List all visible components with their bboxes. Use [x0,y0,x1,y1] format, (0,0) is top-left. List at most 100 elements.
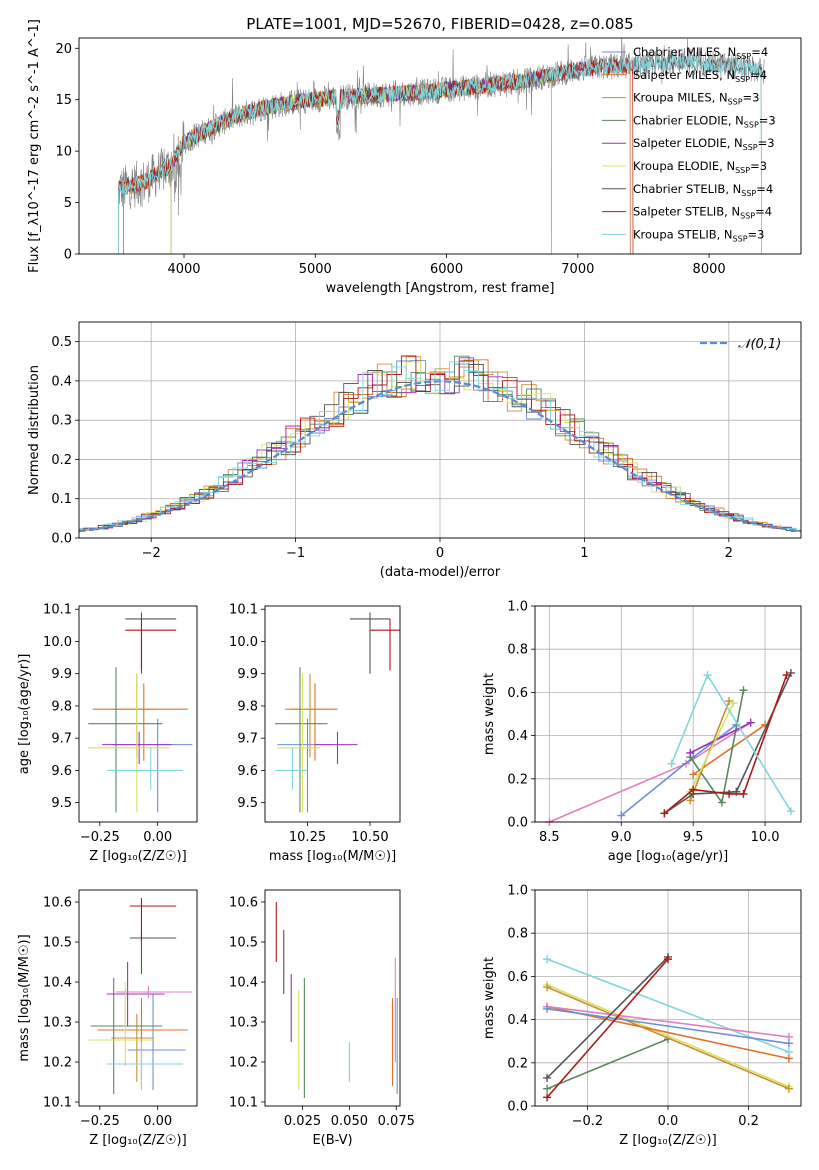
y-tick-label: 10.4 [229,976,258,991]
errorbar-point [129,898,177,942]
legend-entry: Salpeter MILES, NSSP=4 [633,68,767,84]
y-tick-label: 0.4 [507,1013,528,1028]
series-marker [664,955,672,964]
histograms [79,355,801,533]
errorbar-point [125,612,177,674]
errorbar-point [88,982,154,1066]
x-tick-label: 7000 [561,262,594,277]
x-tick-label: 0.2 [738,1114,759,1129]
y-tick-label: 10.3 [229,1016,258,1031]
errorbar-point [111,1014,154,1082]
x-axis-label: age [log₁₀(age/yr)] [608,849,729,864]
y-axis-label: age [log₁₀(age/yr)] [17,654,32,775]
series-line [689,702,735,793]
series-line [689,690,745,805]
series-marker [782,671,791,680]
legend-entry: Kroupa ELODIE, NSSP=3 [633,159,767,175]
y-tick-label: 0 [64,248,72,263]
errorbar-point [315,731,358,764]
errorbar-point [106,962,165,1026]
y-tick-label: 0.0 [51,532,72,547]
y-tick-label: 10.1 [229,1096,258,1111]
errorbar-point [370,618,400,671]
y-tick-label: 0.1 [51,492,72,507]
series-marker [660,809,669,818]
errorbar-point [116,986,193,998]
y-tick-label: 10 [55,145,72,160]
errorbar-point [92,683,188,761]
errorbar-point [275,667,328,813]
series-marker [689,770,698,779]
errorbars [88,612,193,813]
x-tick-label: 0 [436,546,444,561]
x-tick-label: −0.25 [80,1114,120,1129]
series-marker [784,1039,793,1048]
series-marker [667,759,676,768]
y-tick-label: 10.0 [229,635,258,650]
errorbar-point [127,994,186,1090]
x-tick-label: 0.050 [331,1114,368,1129]
series-line [546,958,669,1098]
x-tick-label: 0.00 [143,830,172,845]
axes-frame [534,889,802,1107]
series-marker [739,789,748,798]
y-tick-label: 0.8 [507,643,528,658]
series-marker [739,686,748,695]
series-marker [703,671,712,680]
spectrum-lines [117,38,765,254]
series-marker [725,789,734,798]
legend-entry: Chabrier STELIB, NSSP=4 [633,182,773,198]
y-tick-label: 1.0 [507,884,528,899]
series-marker [725,697,734,706]
series-marker [686,796,695,805]
x-tick-label: 2 [725,546,733,561]
x-tick-label: 0.075 [378,1114,415,1129]
x-tick-label: 6000 [430,262,463,277]
series-marker [543,955,552,964]
x-axis-label: mass [log₁₀(M/M☉)] [269,849,396,864]
axes-frame [78,605,198,823]
series-marker [543,1004,552,1013]
series-line [689,721,752,754]
x-tick-label: 0.025 [284,1114,321,1129]
y-tick-label: 9.5 [237,796,258,811]
panel-spectrum: 4000 5000 6000 7000 8000 0 5 10 15 20 wavelength [… [27,19,802,296]
errorbar-point [277,673,320,813]
series-marker [784,1084,793,1093]
x-axis-label: Z [log₁₀(Z/Z☉)] [619,1133,716,1148]
y-tick-label: 0.2 [507,1056,528,1071]
y-tick-label: 15 [55,93,72,108]
y-tick-label: 10.5 [229,936,258,951]
axes-frame [534,605,802,823]
legend-entry: Kroupa STELIB, NSSP=3 [633,227,764,243]
x-tick-label: 8.5 [539,830,560,845]
x-axis-label: Z [log₁₀(Z/Z☉)] [89,849,186,864]
errorbars [275,902,398,1098]
x-tick-label: −0.25 [80,830,120,845]
errorbar-point [275,747,308,790]
y-tick-label: 10.1 [43,603,72,618]
y-axis-label: mass [log₁₀(M/M☉)] [17,934,32,1061]
panel-age-mass: 10.25 10.50 9.5 9.6 9.7 9.8 9.9 10.0 10.1 mass [l… [229,603,401,864]
y-tick-label: 10.2 [43,1056,72,1071]
axes-frame [78,321,802,539]
errorbar-point [290,683,338,761]
series-line [692,724,766,776]
x-tick-label: −2 [142,546,161,561]
legend-entry: Kroupa MILES, NSSP=3 [633,91,759,107]
series-marker [543,1093,552,1102]
series-marker [746,718,755,727]
series-marker [717,798,726,807]
panel-weight-age: 8.5 9.0 9.5 10.0 0.0 0.2 0.4 0.6 0.8 1.0 age [log₁… [482,600,802,864]
series-line [663,672,792,815]
model-spectrum-kroupa-miles [123,68,552,254]
series-line [547,1005,789,1038]
errorbar-point [129,930,177,974]
series-marker [786,807,795,816]
errorbars [88,898,193,1094]
errorbar-point [88,673,170,813]
y-tick-label: 9.6 [237,764,258,779]
legend-entry: Chabrier MILES, NSSP=4 [633,45,768,61]
y-tick-label: 0.6 [507,970,528,985]
y-tick-label: 9.7 [51,732,72,747]
